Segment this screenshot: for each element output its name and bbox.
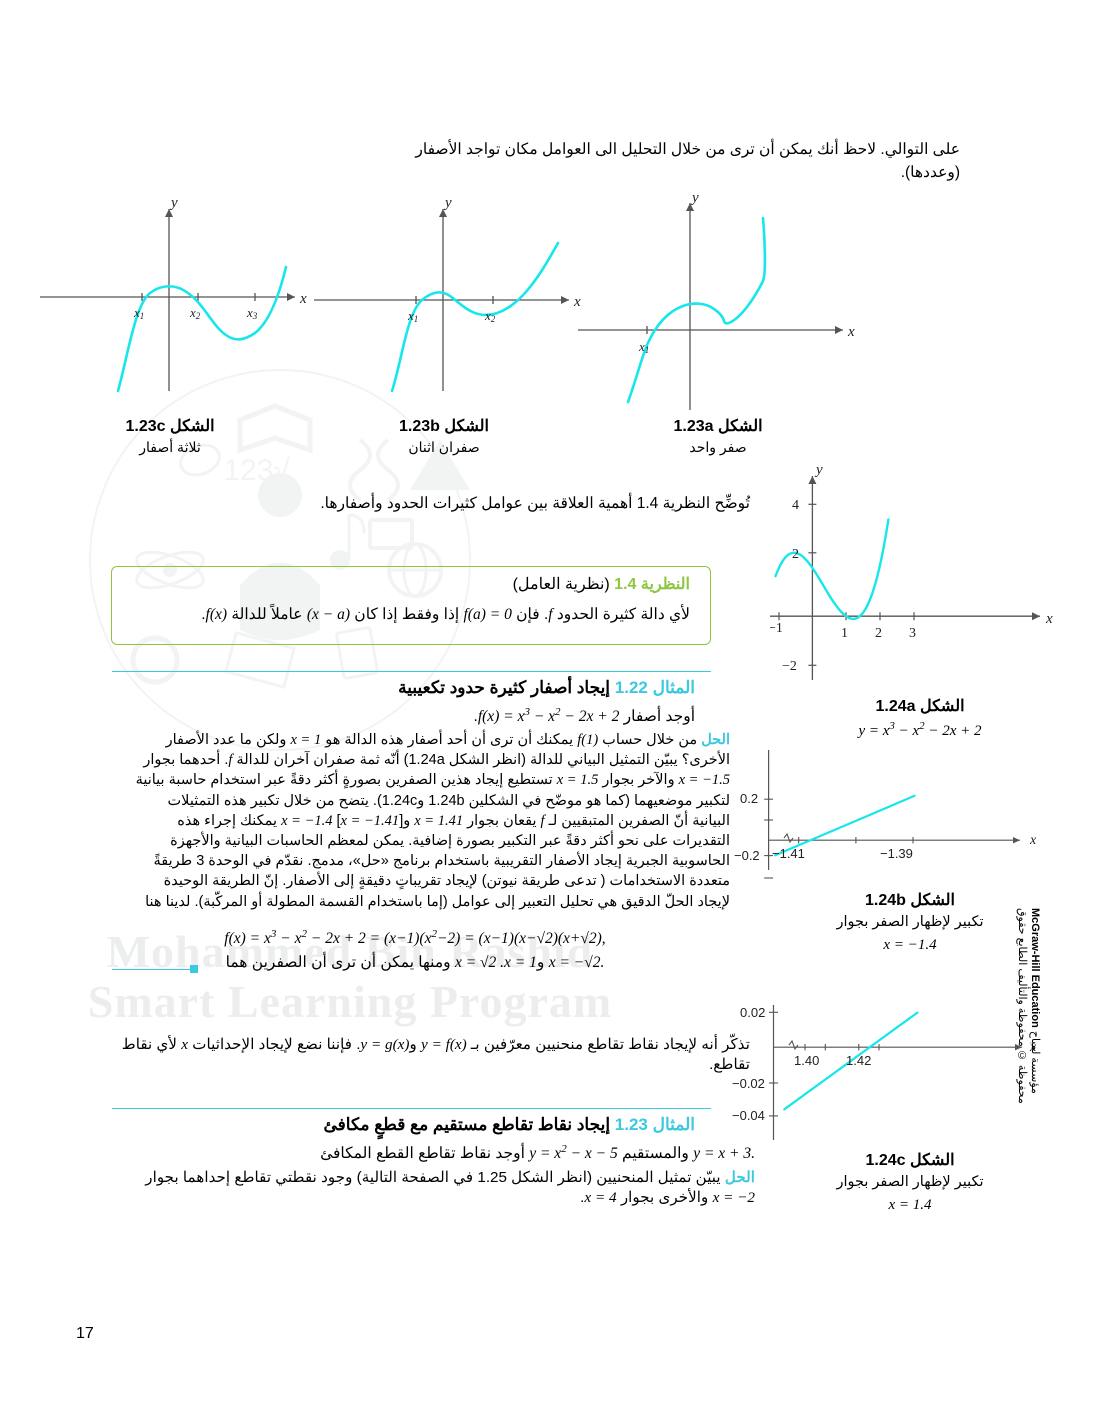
svg-text:1.42: 1.42 [846,1053,871,1068]
svg-text:2: 2 [875,626,882,641]
svg-text:−1.41: −1.41 [772,846,805,861]
svg-text:−1: −1 [770,621,783,636]
svg-text:y: y [443,195,452,211]
svg-text:x: x [847,324,855,340]
svg-text:−0.02: −0.02 [732,1076,765,1091]
svg-text:−0.04: −0.04 [732,1108,765,1123]
svg-text:x1: x1 [133,305,144,321]
svg-text:x1: x1 [407,308,418,324]
svg-text:1.40: 1.40 [794,1053,819,1068]
svg-text:4: 4 [792,498,799,513]
svg-text:x: x [1029,833,1037,848]
svg-text:−1.39: −1.39 [880,846,913,861]
svg-text:x2: x2 [484,308,496,324]
svg-text:−2: −2 [782,659,797,674]
svg-text:−0.2: −0.2 [734,848,760,863]
svg-text:y: y [814,462,823,478]
svg-text:x3: x3 [246,305,258,321]
svg-text:y: y [690,195,699,206]
svg-text:x: x [1045,611,1053,627]
svg-text:1: 1 [841,626,848,641]
svg-text:√123: √123 [223,454,290,487]
svg-text:0.2: 0.2 [740,791,758,806]
svg-text:x2: x2 [189,305,201,321]
svg-text:3: 3 [909,626,916,641]
svg-text:y: y [169,195,178,211]
svg-text:2: 2 [792,547,799,562]
svg-text:0.02: 0.02 [740,1005,765,1020]
